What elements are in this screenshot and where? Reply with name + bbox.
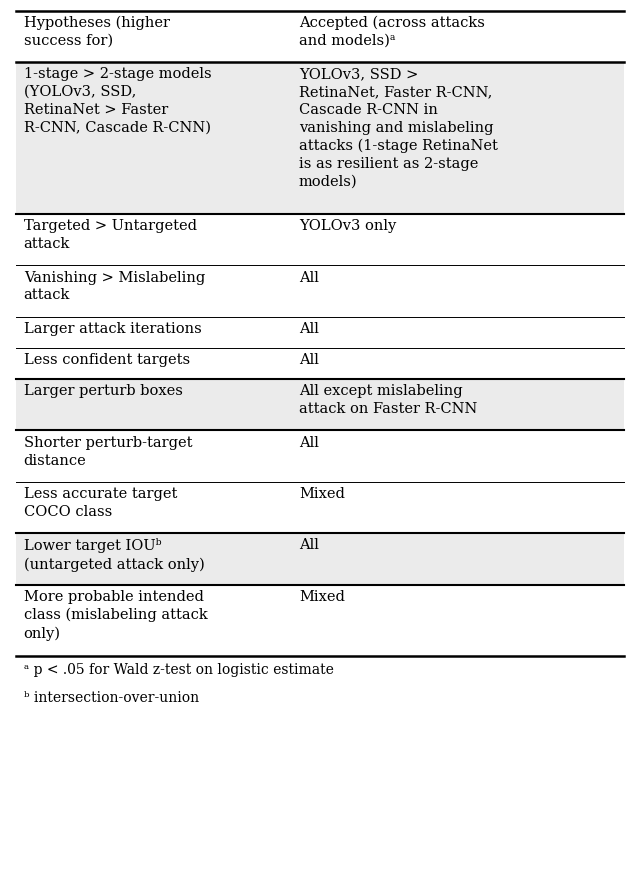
Bar (16, 584, 624, 656)
Text: All except mislabeling
attack on Faster R-CNN: All except mislabeling attack on Faster … (299, 384, 477, 416)
Text: All: All (299, 538, 319, 552)
Text: Accepted (across attacks
and models)ᵃ: Accepted (across attacks and models)ᵃ (299, 16, 484, 48)
Bar (16, 265, 624, 316)
Text: Less accurate target
COCO class: Less accurate target COCO class (24, 487, 177, 519)
Text: All: All (299, 270, 319, 285)
Text: Larger perturb boxes: Larger perturb boxes (24, 384, 182, 398)
Text: ᵇ intersection-over-union: ᵇ intersection-over-union (24, 691, 199, 705)
Bar (16, 316, 624, 348)
Text: Targeted > Untargeted
attack: Targeted > Untargeted attack (24, 219, 196, 251)
Text: Lower target IOUᵇ
(untargeted attack only): Lower target IOUᵇ (untargeted attack onl… (24, 538, 204, 572)
Text: 1-stage > 2-stage models
(YOLOv3, SSD,
RetinaNet > Faster
R-CNN, Cascade R-CNN): 1-stage > 2-stage models (YOLOv3, SSD, R… (24, 67, 211, 135)
Bar (16, 431, 624, 482)
Text: Larger attack iterations: Larger attack iterations (24, 322, 202, 336)
Text: All: All (299, 322, 319, 336)
Text: Less confident targets: Less confident targets (24, 353, 190, 367)
Text: YOLOv3 only: YOLOv3 only (299, 219, 396, 233)
Text: Vanishing > Mislabeling
attack: Vanishing > Mislabeling attack (24, 270, 205, 302)
Text: All: All (299, 353, 319, 367)
Text: Hypotheses (higher
success for): Hypotheses (higher success for) (24, 16, 170, 48)
Text: ᵃ p < .05 for Wald z-test on logistic estimate: ᵃ p < .05 for Wald z-test on logistic es… (24, 663, 333, 677)
Text: Mixed: Mixed (299, 487, 345, 501)
Text: More probable intended
class (mislabeling attack
only): More probable intended class (mislabelin… (24, 589, 207, 640)
Bar (16, 11, 624, 62)
Text: All: All (299, 436, 319, 450)
Bar (16, 482, 624, 533)
Text: Shorter perturb-target
distance: Shorter perturb-target distance (24, 436, 192, 468)
Bar (16, 348, 624, 379)
Bar (16, 533, 624, 584)
Text: YOLOv3, SSD >
RetinaNet, Faster R-CNN,
Cascade R-CNN in
vanishing and mislabelin: YOLOv3, SSD > RetinaNet, Faster R-CNN, C… (299, 67, 498, 189)
Bar (16, 62, 624, 214)
Text: Mixed: Mixed (299, 589, 345, 603)
Bar (16, 214, 624, 265)
Bar (16, 379, 624, 431)
